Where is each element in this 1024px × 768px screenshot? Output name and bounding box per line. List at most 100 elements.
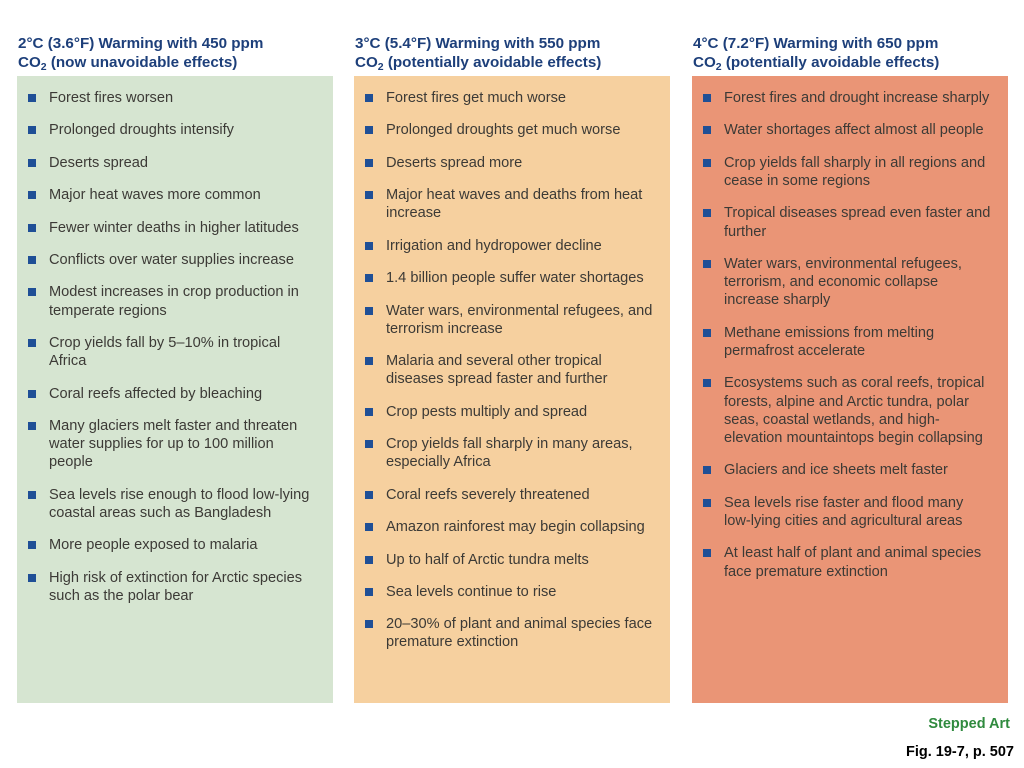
header-line-1: 3°C (5.4°F) Warming with 550 ppm <box>355 35 601 52</box>
effect-list-item: Forest fires worsen <box>27 89 319 107</box>
effect-list-item: Malaria and several other tropical disea… <box>364 352 656 388</box>
square-bullet-icon <box>365 191 373 200</box>
effect-text: More people exposed to malaria <box>49 537 258 554</box>
effect-text: Forest fires and drought increase sharpl… <box>724 90 990 106</box>
effect-list-item: Deserts spread more <box>364 154 656 172</box>
header-co: CO <box>18 54 41 71</box>
effect-list-item: Prolonged droughts intensify <box>27 121 319 139</box>
effect-list-item: Many glaciers melt faster and threaten w… <box>27 417 319 472</box>
effect-text: Crop yields fall by 5–10% in tropical Af… <box>49 334 281 370</box>
stepped-art-label: Stepped Art <box>928 716 1010 732</box>
column-header: 3°C (5.4°F) Warming with 550 ppm CO2 (po… <box>354 30 670 76</box>
square-bullet-icon <box>28 94 36 102</box>
effect-list-item: Crop pests multiply and spread <box>364 403 656 421</box>
column-header: 4°C (7.2°F) Warming with 650 ppm CO2 (po… <box>692 30 1008 76</box>
effect-list-item: Deserts spread <box>27 154 319 172</box>
effect-list-item: Water wars, environmental refugees, and … <box>364 302 656 338</box>
effect-text: Amazon rainforest may begin collapsing <box>386 519 645 536</box>
effect-list-item: 1.4 billion people suffer water shortage… <box>364 269 656 287</box>
effect-list-item: Sea levels continue to rise <box>364 583 656 601</box>
header-subscript: 2 <box>40 61 47 73</box>
effect-list-item: Major heat waves more common <box>27 186 319 204</box>
effect-text: Many glaciers melt faster and threaten w… <box>49 417 298 471</box>
effect-text: Crop yields fall sharply in many areas, … <box>386 436 633 471</box>
effect-text: Forest fires worsen <box>49 90 174 106</box>
square-bullet-icon <box>28 158 36 167</box>
square-bullet-icon <box>703 549 711 558</box>
square-bullet-icon <box>28 223 36 232</box>
square-bullet-icon <box>365 94 373 102</box>
effect-text: Methane emissions from melting permafros… <box>724 324 935 359</box>
effects-panel: Forest fires get much worse Prolonged dro… <box>354 76 670 703</box>
effect-text: Coral reefs affected by bleaching <box>49 385 263 402</box>
effect-text: Deserts spread <box>49 154 148 171</box>
effect-list-item: Conflicts over water supplies increase <box>27 251 319 269</box>
square-bullet-icon <box>28 191 36 200</box>
effect-list-item: 20–30% of plant and animal species face … <box>364 615 656 651</box>
square-bullet-icon <box>703 209 711 218</box>
effect-list-item: Up to half of Arctic tundra melts <box>364 551 656 569</box>
square-bullet-icon <box>28 389 36 398</box>
square-bullet-icon <box>365 241 373 250</box>
square-bullet-icon <box>703 379 711 388</box>
square-bullet-icon <box>365 555 373 564</box>
column-header: 2°C (3.6°F) Warming with 450 ppm CO2 (no… <box>17 30 333 76</box>
square-bullet-icon <box>28 541 36 550</box>
square-bullet-icon <box>703 126 711 135</box>
square-bullet-icon <box>703 328 711 337</box>
square-bullet-icon <box>28 126 36 135</box>
effect-list-item: Water wars, environmental refugees, terr… <box>702 255 994 310</box>
effect-text: Major heat waves and deaths from heat in… <box>386 187 643 222</box>
header-subscript: 2 <box>715 61 722 73</box>
header-line-1: 2°C (3.6°F) Warming with 450 ppm <box>18 35 264 52</box>
effect-list-item: Major heat waves and deaths from heat in… <box>364 186 656 222</box>
column-4c: 4°C (7.2°F) Warming with 650 ppm CO2 (po… <box>692 30 1008 703</box>
header-co: CO <box>693 54 716 71</box>
effect-list-item: Coral reefs affected by bleaching <box>27 385 319 403</box>
effect-text: 20–30% of plant and animal species face … <box>386 616 653 651</box>
effect-list-item: Glaciers and ice sheets melt faster <box>702 461 994 479</box>
effect-list-item: Sea levels rise enough to flood low-lyin… <box>27 486 319 522</box>
effect-text: Forest fires get much worse <box>386 90 567 106</box>
effect-list-item: Tropical diseases spread even faster and… <box>702 204 994 240</box>
square-bullet-icon <box>365 440 373 449</box>
header-line-2: (potentially avoidable effects) <box>383 54 602 71</box>
square-bullet-icon <box>703 94 711 102</box>
effect-text: Irrigation and hydropower decline <box>386 237 602 254</box>
header-line-2: (potentially avoidable effects) <box>721 54 940 71</box>
header-line-1: 4°C (7.2°F) Warming with 650 ppm <box>693 35 939 52</box>
effect-list-item: Sea levels rise faster and flood many lo… <box>702 494 994 530</box>
effect-list-item: Coral reefs severely threatened <box>364 486 656 504</box>
effect-list-item: Crop yields fall sharply in all regions … <box>702 154 994 190</box>
effect-list-item: Forest fires and drought increase sharpl… <box>702 89 994 107</box>
effect-text: Crop yields fall sharply in all regions … <box>724 154 986 189</box>
effect-list-item: Amazon rainforest may begin collapsing <box>364 518 656 536</box>
effect-list-item: Water shortages affect almost all people <box>702 121 994 139</box>
square-bullet-icon <box>703 466 711 475</box>
square-bullet-icon <box>365 274 373 283</box>
effect-text: Major heat waves more common <box>49 187 261 204</box>
effect-list-item: More people exposed to malaria <box>27 536 319 554</box>
effects-panel: Forest fires and drought increase sharpl… <box>692 76 1008 703</box>
square-bullet-icon <box>703 498 711 507</box>
effect-list-item: Crop yields fall by 5–10% in tropical Af… <box>27 334 319 370</box>
effect-text: Sea levels rise enough to flood low-lyin… <box>49 486 310 521</box>
figure-reference: Fig. 19-7, p. 507 <box>906 744 1014 760</box>
effect-text: Modest increases in crop production in t… <box>49 284 299 319</box>
square-bullet-icon <box>28 338 36 347</box>
effect-list-item: Ecosystems such as coral reefs, tropical… <box>702 374 994 447</box>
square-bullet-icon <box>365 158 373 167</box>
effect-text: Water wars, environmental refugees, and … <box>386 302 653 337</box>
effect-text: At least half of plant and animal specie… <box>724 545 982 580</box>
square-bullet-icon <box>365 306 373 315</box>
square-bullet-icon <box>703 259 711 268</box>
effect-text: Deserts spread more <box>386 154 523 171</box>
effect-text: Sea levels continue to rise <box>386 583 557 600</box>
effect-list-item: Modest increases in crop production in t… <box>27 283 319 319</box>
square-bullet-icon <box>365 523 373 532</box>
effects-panel: Forest fires worsen Prolonged droughts in… <box>17 76 333 703</box>
effect-text: Sea levels rise faster and flood many lo… <box>724 494 964 529</box>
square-bullet-icon <box>365 587 373 596</box>
effect-list-item: At least half of plant and animal specie… <box>702 544 994 580</box>
effect-text: High risk of extinction for Arctic speci… <box>49 569 303 604</box>
